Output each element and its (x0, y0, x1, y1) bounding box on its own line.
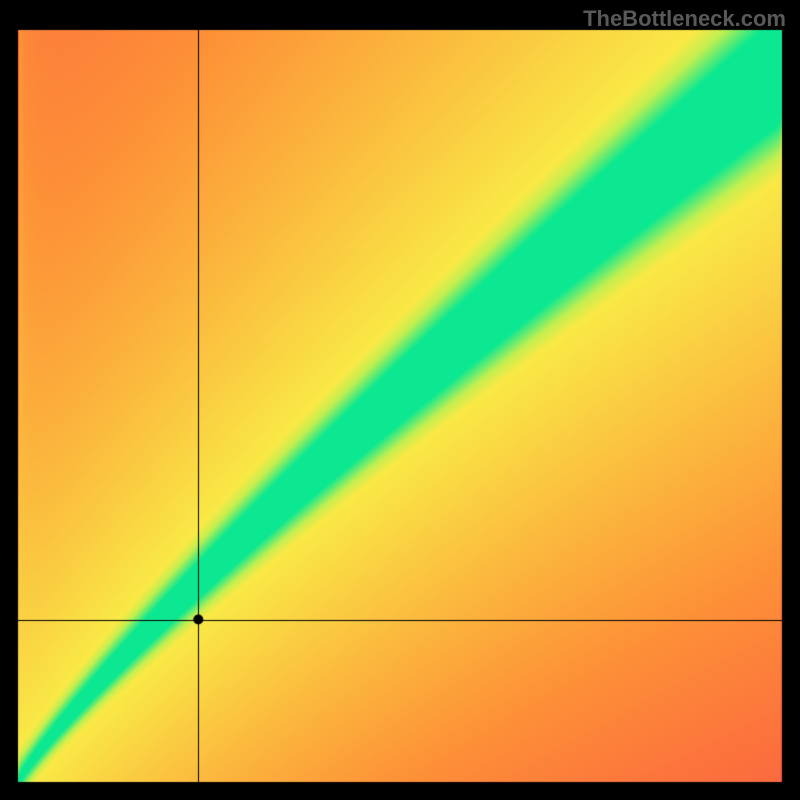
watermark-text: TheBottleneck.com (583, 6, 786, 32)
chart-container: TheBottleneck.com (0, 0, 800, 800)
bottleneck-heatmap (0, 0, 800, 800)
